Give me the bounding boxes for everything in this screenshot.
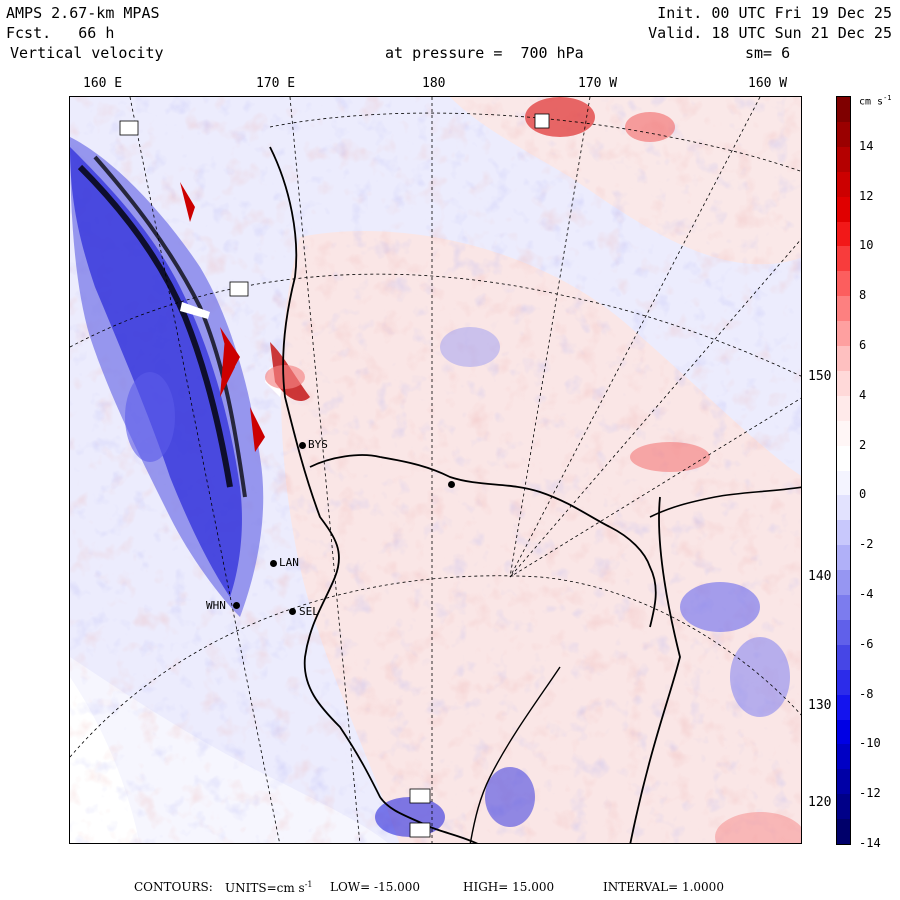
colorbar-segment	[837, 644, 850, 671]
footer-contours: CONTOURS:	[134, 880, 213, 894]
station-marker-central	[448, 481, 455, 488]
colorbar-segment	[837, 744, 850, 770]
colorbar-segment	[837, 196, 850, 222]
valid-time: Valid. 18 UTC Sun 21 Dec 25	[648, 24, 892, 42]
colorbar	[836, 96, 851, 845]
colorbar-segment	[837, 221, 850, 247]
colorbar-tick-label: 14	[859, 138, 874, 153]
colorbar-segment	[837, 395, 850, 422]
colorbar-segment	[837, 570, 850, 596]
colorbar-tick-label: -2	[859, 537, 874, 552]
model-title: AMPS 2.67-km MPAS	[6, 4, 160, 22]
colorbar-tick-label: 2	[859, 437, 867, 452]
grounding-line-2	[469, 666, 561, 843]
grounding-line	[629, 496, 681, 843]
colorbar-segment	[837, 495, 850, 521]
station-label-bys: BYS	[308, 438, 328, 451]
map-panel: BYS LAN WHN SEL	[69, 96, 802, 844]
dense-contours-ridge-2	[93, 155, 247, 498]
colorbar-segment	[837, 769, 850, 795]
colorbar-units: cm s-1	[859, 94, 892, 108]
colorbar-segment	[837, 794, 850, 820]
station-label-whn: WHN	[206, 599, 226, 612]
colorbar-segment	[837, 420, 850, 447]
lon-label-160w: 160 W	[748, 76, 788, 91]
footer-units: UNITS=cm s-1	[225, 880, 313, 895]
lon-label-180: 180	[422, 76, 446, 91]
descent-patch-3	[730, 637, 790, 717]
descent-patch-1	[125, 372, 175, 462]
ascent-patch-5	[265, 365, 305, 389]
station-label-sel: SEL	[299, 605, 319, 618]
init-time: Init. 00 UTC Fri 19 Dec 25	[657, 4, 892, 22]
colorbar-segment	[837, 146, 850, 173]
ascent-patch-north-2	[625, 112, 675, 142]
graticule	[70, 97, 801, 843]
colorbar-segment	[837, 819, 850, 845]
colorbar-segment	[837, 595, 850, 621]
colorbar-segment	[837, 669, 850, 696]
colorbar-tick-label: -8	[859, 686, 874, 701]
colorbar-segment	[837, 97, 850, 123]
colorbar-segment	[837, 370, 850, 397]
vertical-velocity-map	[70, 97, 801, 843]
descent-patch-4	[485, 767, 535, 827]
station-marker-lan	[270, 560, 277, 567]
colorbar-tick-label: -4	[859, 587, 874, 601]
colorbar-segment	[837, 545, 850, 571]
coastline-east	[649, 486, 801, 518]
descent-patch-6	[440, 327, 500, 367]
lon-label-170w: 170 W	[578, 76, 618, 91]
colorbar-segment	[837, 296, 850, 322]
colorbar-segment	[837, 719, 850, 745]
pressure-level: at pressure = 700 hPa	[385, 44, 584, 62]
contour-labels	[119, 113, 550, 838]
colorbar-tick-label: 8	[859, 288, 867, 303]
coastline-west	[269, 146, 478, 843]
strong-descent-core	[70, 147, 242, 597]
station-label-lan: LAN	[279, 556, 299, 569]
colorbar-tick-label: -10	[859, 736, 881, 751]
colorbar-segment	[837, 694, 850, 720]
colorbar-segment	[837, 619, 850, 646]
colorbar-segment	[837, 121, 850, 148]
smoothing-value: sm= 6	[745, 44, 791, 62]
colorbar-tick-label: -6	[859, 636, 874, 651]
colorbar-tick-label: 6	[859, 338, 867, 352]
colorbar-tick-label: 4	[859, 387, 867, 402]
footer-high: HIGH= 15.000	[463, 880, 555, 894]
colorbar-segment	[837, 520, 850, 546]
colorbar-segment	[837, 271, 850, 297]
colorbar-tick-label: 0	[859, 487, 867, 502]
lon-label-170e: 170 E	[256, 76, 296, 91]
colorbar-segment	[837, 321, 850, 347]
footer-interval: INTERVAL= 1.0000	[603, 880, 724, 894]
colorbar-segment	[837, 445, 850, 471]
footer-low: LOW= -15.000	[330, 880, 421, 894]
missing-data-spots	[180, 302, 285, 397]
station-marker-sel	[289, 608, 296, 615]
station-marker-whn	[233, 602, 240, 609]
descent-patch-2	[680, 582, 760, 632]
ice-shelf-front	[309, 454, 657, 628]
lon-label-160e: 160 E	[83, 76, 123, 91]
ascent-patch-3	[630, 442, 710, 472]
strong-ascent-spots-mountains	[180, 182, 265, 452]
dense-contours-ridge	[77, 164, 233, 488]
colorbar-segment	[837, 171, 850, 198]
colorbar-tick-label: -14	[859, 836, 881, 850]
colorbar-tick-label: -12	[859, 786, 881, 801]
colorbar-segment	[837, 346, 850, 372]
colorbar-segment	[837, 470, 850, 496]
forecast-hour: Fcst. 66 h	[6, 24, 115, 42]
station-marker-bys	[299, 442, 306, 449]
colorbar-segment	[837, 246, 850, 272]
field-name: Vertical velocity	[10, 44, 164, 62]
colorbar-tick-label: 10	[859, 238, 874, 253]
ascent-patch-4	[715, 812, 801, 843]
colorbar-tick-label: 12	[859, 188, 874, 203]
